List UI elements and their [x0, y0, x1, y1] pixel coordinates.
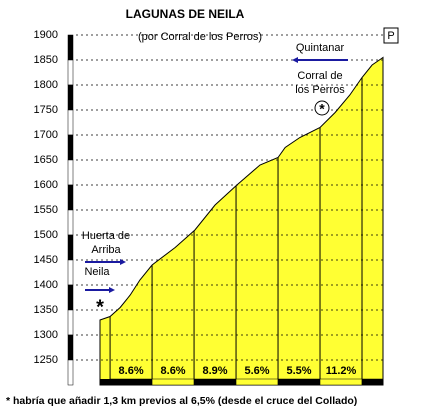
chart-title: LAGUNAS DE NEILA: [126, 7, 245, 21]
axis-stripe: [67, 259, 74, 286]
axis-stripe: [67, 84, 74, 111]
axis-stripe: [67, 134, 74, 161]
y-tick-label: 1850: [34, 54, 58, 66]
gradient-label: 5.6%: [244, 365, 269, 377]
axis-stripe: [67, 209, 74, 236]
annotation: Arriba: [91, 244, 121, 256]
km-bar: [100, 379, 111, 385]
km-bar: [277, 378, 321, 386]
y-tick-label: 1450: [34, 254, 58, 266]
elevation-area: [99, 56, 384, 386]
km-bar: [319, 378, 363, 386]
axis-stripe: [67, 109, 74, 136]
gradient-label: 8.6%: [161, 365, 186, 377]
start-star: *: [96, 296, 104, 318]
axis-stripe: [67, 284, 74, 311]
annotation: Neila: [84, 266, 110, 278]
axis-stripe: [67, 234, 74, 261]
circled-star: *: [319, 101, 325, 117]
end-label: P: [387, 30, 394, 42]
axis-stripe: [67, 359, 74, 386]
y-tick-label: 1400: [34, 279, 58, 291]
y-tick-label: 1550: [34, 204, 58, 216]
chart-subtitle: (por Corral de los Perros): [138, 31, 262, 43]
y-tick-label: 1600: [34, 179, 58, 191]
axis-stripe: [67, 34, 74, 61]
annotation: Huerta de: [82, 230, 130, 242]
axis-stripe: [67, 184, 74, 211]
axis-stripe: [67, 159, 74, 186]
gradient-label: 8.6%: [119, 365, 144, 377]
y-tick-label: 1350: [34, 304, 58, 316]
y-tick-label: 1650: [34, 154, 58, 166]
end-box: [383, 27, 399, 44]
y-tick-label: 1900: [34, 29, 58, 41]
km-bar: [361, 378, 384, 386]
circled-mark: [314, 100, 330, 116]
axis-stripe: [67, 334, 74, 361]
arrow-head: [292, 57, 298, 63]
km-bar: [235, 378, 279, 386]
km-bar: [193, 378, 237, 386]
annotation: los Perros: [295, 84, 345, 96]
y-tick-label: 1750: [34, 104, 58, 116]
km-bar: [109, 378, 153, 386]
gradient-label: 8.9%: [203, 365, 228, 377]
arrow-head: [120, 259, 126, 265]
axis-stripe: [67, 309, 74, 336]
arrow-head: [109, 287, 115, 293]
footnote: * habría que añadir 1,3 km previos al 6,…: [6, 395, 357, 407]
axis-stripe: [67, 59, 74, 86]
plot: 8.6% 8.6% 8.9% 5.6% 5.5% 11.2% 1250 1300 1350 140…: [34, 29, 385, 386]
annotation: Quintanar: [296, 42, 345, 54]
km-bar: [151, 378, 195, 386]
gradient-label: 5.5%: [286, 365, 311, 377]
gradient-label: 11.2%: [326, 365, 357, 377]
y-tick-label: 1700: [34, 129, 58, 141]
y-tick-label: 1800: [34, 79, 58, 91]
y-tick-label: 1300: [34, 329, 58, 341]
y-tick-label: 1250: [34, 354, 58, 366]
annotation: Corral de: [297, 70, 342, 82]
y-tick-label: 1500: [34, 229, 58, 241]
